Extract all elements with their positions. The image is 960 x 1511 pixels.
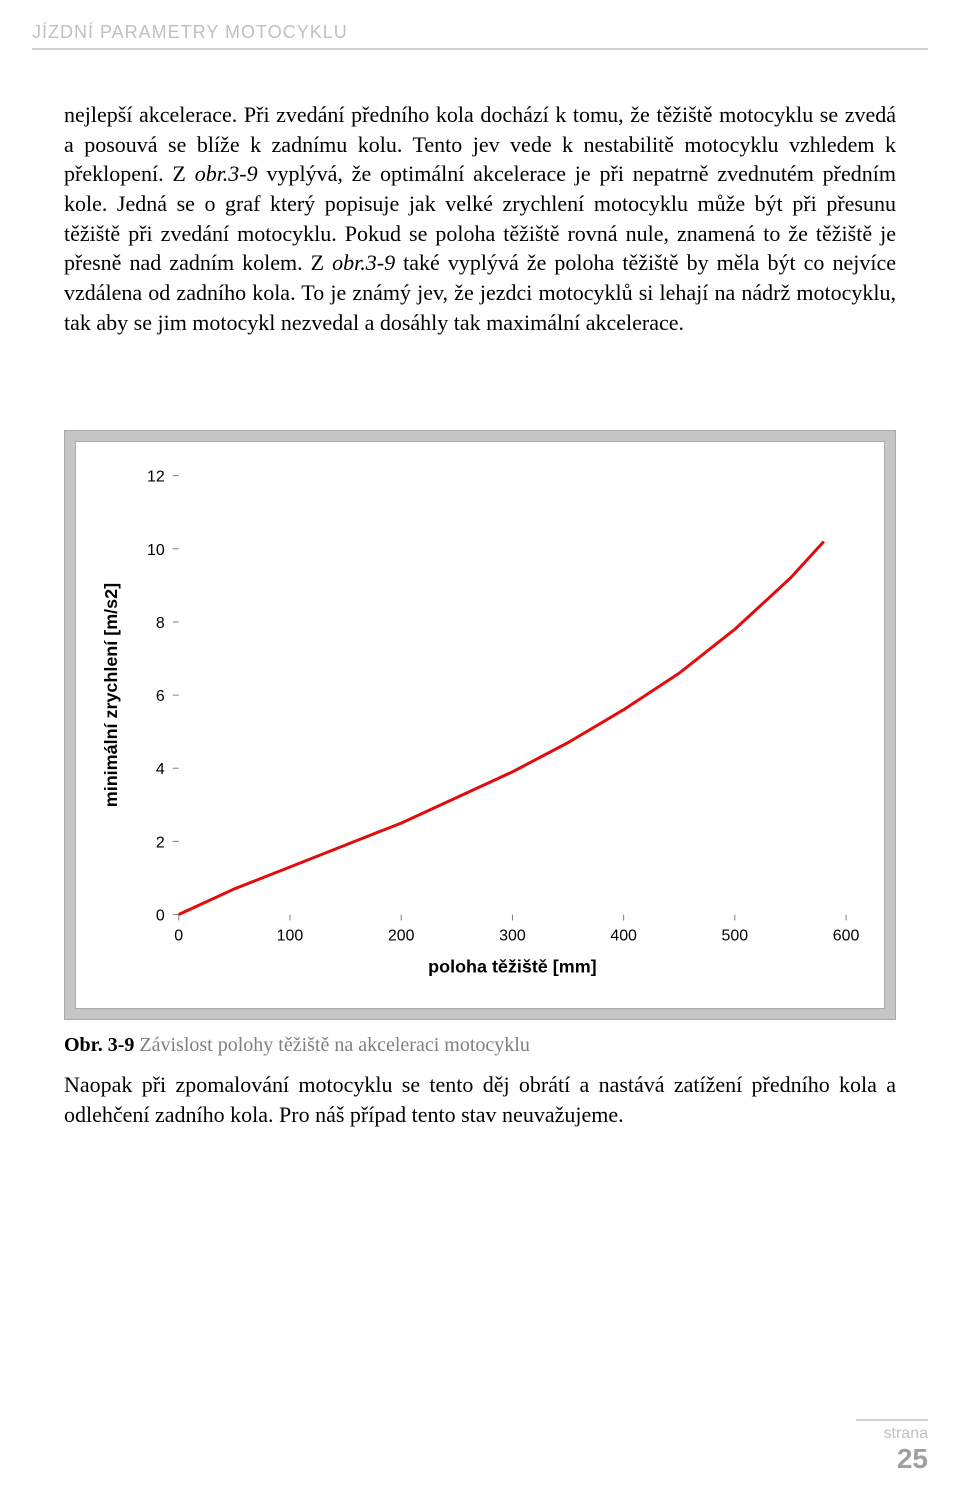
caption-desc: Závislost polohy těžiště na akceleraci m… bbox=[134, 1034, 529, 1056]
footer-page-number: 25 bbox=[856, 1443, 928, 1475]
svg-text:8: 8 bbox=[156, 615, 165, 632]
svg-text:10: 10 bbox=[147, 542, 165, 559]
svg-text:12: 12 bbox=[147, 469, 165, 486]
svg-text:0: 0 bbox=[156, 908, 165, 925]
body-paragraph-1: nejlepší akcelerace. Při zvedání předníh… bbox=[64, 100, 896, 338]
svg-text:600: 600 bbox=[833, 927, 860, 944]
chart-outer-frame: 0 100 200 300 400 500 600 0 2 4 6 8 10 12 poloha těžiš… bbox=[64, 430, 896, 1020]
svg-text:2: 2 bbox=[156, 834, 165, 851]
page-footer: strana 25 bbox=[856, 1419, 928, 1475]
svg-text:500: 500 bbox=[722, 927, 749, 944]
chart-plot-area: 0 100 200 300 400 500 600 0 2 4 6 8 10 12 poloha těžiš… bbox=[84, 450, 876, 1000]
chart-caption: Obr. 3-9 Závislost polohy těžiště na akc… bbox=[64, 1034, 896, 1057]
header-rule bbox=[32, 48, 928, 50]
svg-text:300: 300 bbox=[499, 927, 526, 944]
p1-ref2: obr.3-9 bbox=[332, 250, 395, 275]
svg-text:400: 400 bbox=[610, 927, 637, 944]
svg-text:0: 0 bbox=[174, 927, 183, 944]
svg-text:poloha těžiště [mm]: poloha těžiště [mm] bbox=[428, 956, 596, 976]
chart-block: 0 100 200 300 400 500 600 0 2 4 6 8 10 12 poloha těžiš… bbox=[64, 430, 896, 1057]
body-paragraph-2: Naopak při zpomalování motocyklu se tent… bbox=[64, 1070, 896, 1129]
svg-text:100: 100 bbox=[277, 927, 304, 944]
footer-rule bbox=[856, 1419, 928, 1421]
svg-text:4: 4 bbox=[156, 761, 165, 778]
svg-text:200: 200 bbox=[388, 927, 415, 944]
p1-ref1: obr.3-9 bbox=[195, 161, 258, 186]
chart-svg: 0 100 200 300 400 500 600 0 2 4 6 8 10 12 poloha těžiš… bbox=[84, 450, 876, 1000]
svg-text:minimální zrychlení [m/s2]: minimální zrychlení [m/s2] bbox=[101, 583, 121, 807]
svg-text:6: 6 bbox=[156, 688, 165, 705]
caption-label: Obr. 3-9 bbox=[64, 1034, 134, 1056]
chart-mid-frame: 0 100 200 300 400 500 600 0 2 4 6 8 10 12 poloha těžiš… bbox=[75, 441, 885, 1009]
page-header-title: JÍZDNÍ PARAMETRY MOTOCYKLU bbox=[32, 22, 348, 43]
footer-label: strana bbox=[856, 1425, 928, 1443]
